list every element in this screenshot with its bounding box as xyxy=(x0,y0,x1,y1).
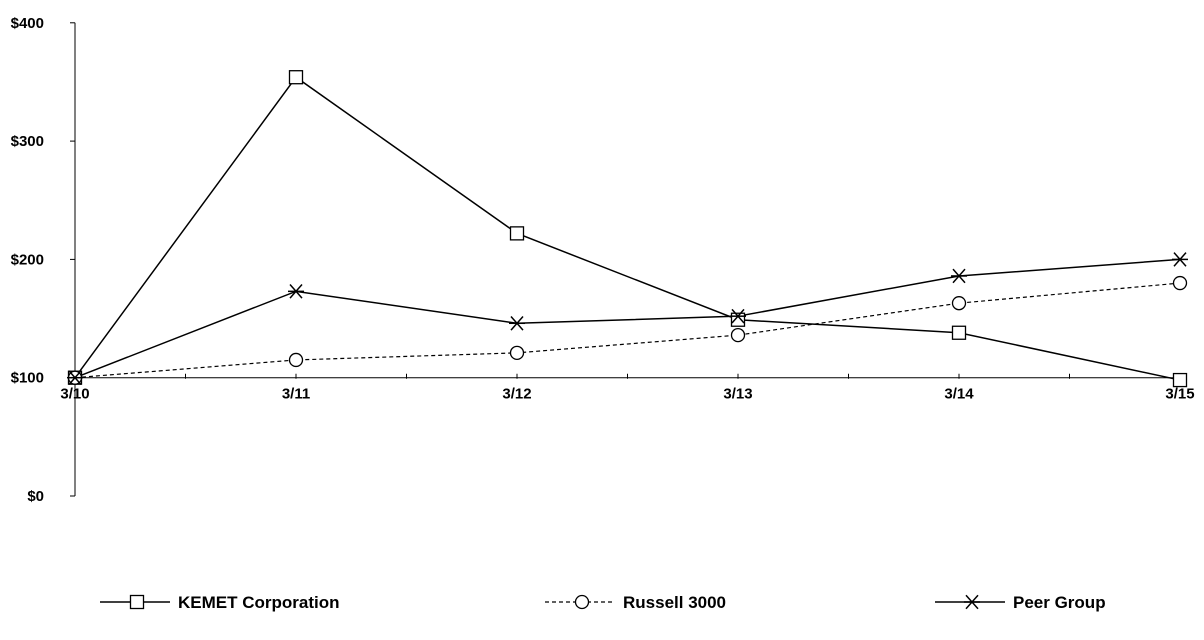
data-point-russell-3000 xyxy=(288,352,304,368)
data-point-kemet-corporation xyxy=(951,325,967,340)
data-point-peer-group xyxy=(67,370,83,385)
legend: KEMET Corporation Russell 3000 Peer Group xyxy=(100,593,1106,612)
y-tick-label: $100 xyxy=(11,370,44,387)
x-tick-label: 3/11 xyxy=(282,386,310,403)
x-tick-label: 3/10 xyxy=(60,386,89,403)
data-point-russell-3000 xyxy=(509,345,525,361)
data-point-kemet-corporation xyxy=(509,226,525,241)
data-point-russell-3000 xyxy=(730,327,746,343)
x-tick-labels: 3/10 3/11 3/12 3/13 3/14 3/15 xyxy=(60,386,1194,403)
y-tick-label: $200 xyxy=(11,251,44,268)
series-lines xyxy=(74,76,1181,381)
data-point-peer-group xyxy=(730,308,746,324)
x-tick-label: 3/14 xyxy=(944,386,974,403)
y-tick-label: $400 xyxy=(11,15,44,32)
data-point-peer-group xyxy=(951,268,967,284)
series-line-kemet-corporation xyxy=(74,76,1181,381)
series-markers xyxy=(67,70,1188,388)
y-tick-label: $0 xyxy=(27,488,44,505)
data-point-peer-group xyxy=(288,284,304,299)
y-tick-label: $300 xyxy=(11,133,44,150)
legend-item-peer-group: Peer Group xyxy=(935,593,1106,612)
legend-marker-russell-3000 xyxy=(574,594,590,610)
series-line-russell-3000 xyxy=(74,282,1181,379)
x-tick-label: 3/12 xyxy=(502,386,531,403)
legend-label: Peer Group xyxy=(1013,593,1106,612)
data-point-kemet-corporation xyxy=(1172,372,1188,388)
legend-item-kemet-corporation: KEMET Corporation xyxy=(100,593,340,612)
legend-marker-peer-group xyxy=(964,594,980,610)
series-line-peer-group xyxy=(74,258,1181,379)
legend-item-russell-3000: Russell 3000 xyxy=(545,593,726,612)
x-tick-label: 3/13 xyxy=(723,386,752,403)
axes xyxy=(70,22,1181,497)
y-tick-labels: $0 $100 $200 $300 $400 xyxy=(11,15,44,505)
data-point-russell-3000 xyxy=(951,296,967,311)
legend-marker-kemet-corporation xyxy=(129,594,145,610)
data-point-peer-group xyxy=(509,315,525,331)
legend-label: Russell 3000 xyxy=(623,593,726,612)
data-point-russell-3000 xyxy=(1172,275,1188,291)
x-tick-label: 3/15 xyxy=(1165,386,1194,403)
legend-label: KEMET Corporation xyxy=(178,593,340,612)
data-point-peer-group xyxy=(1172,252,1188,267)
data-point-kemet-corporation xyxy=(288,70,304,85)
